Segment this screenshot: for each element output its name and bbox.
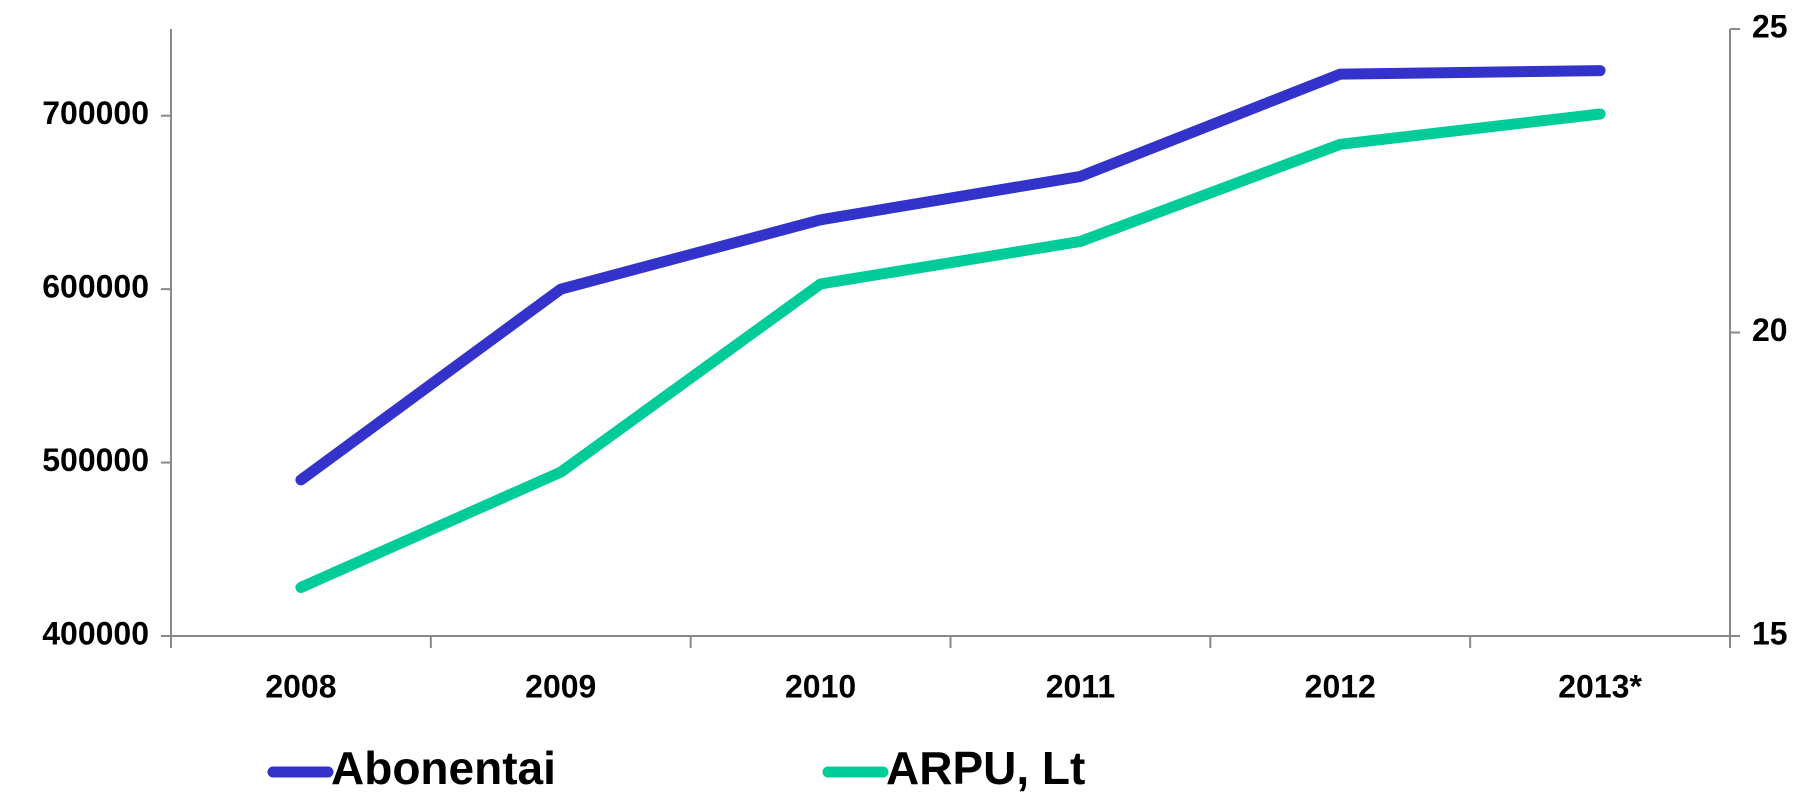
x-tick-label: 2013*	[1558, 668, 1642, 704]
y2-tick-label: 20	[1752, 312, 1788, 348]
y-tick-label: 700000	[42, 95, 149, 131]
x-tick-label: 2010	[785, 668, 856, 704]
x-tick-label: 2009	[525, 668, 596, 704]
x-tick-label: 2008	[265, 668, 336, 704]
x-tick-label: 2012	[1305, 668, 1376, 704]
y-tick-label: 400000	[42, 615, 149, 651]
y-tick-label: 600000	[42, 269, 149, 305]
series-line	[295, 108, 1606, 593]
legend-label: Abonentai	[331, 742, 556, 794]
series-line	[295, 65, 1606, 486]
y2-tick-label: 25	[1752, 8, 1788, 44]
y-tick-label: 500000	[42, 442, 149, 478]
x-tick-label: 2011	[1046, 668, 1115, 704]
y2-tick-label: 15	[1752, 615, 1788, 651]
legend-label: ARPU, Lt	[886, 742, 1085, 794]
